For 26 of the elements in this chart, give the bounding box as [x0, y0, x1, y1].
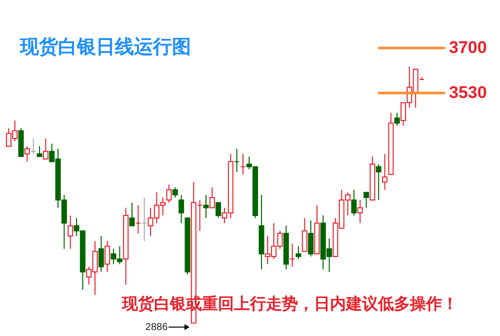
- candlestick: [376, 164, 382, 201]
- candlestick: [216, 202, 222, 219]
- candlestick: [302, 218, 308, 252]
- candlestick: [172, 186, 178, 198]
- candlestick: [166, 184, 172, 204]
- candlestick: [104, 240, 110, 272]
- candlestick: [351, 189, 357, 216]
- candlestick: [308, 220, 314, 257]
- candlestick: [364, 192, 370, 208]
- candlestick: [178, 194, 184, 224]
- candlestick: [36, 146, 42, 157]
- candlestick: [98, 235, 104, 272]
- candlestick: [296, 246, 302, 260]
- candlestick: [203, 194, 209, 219]
- annotation: 2886: [145, 322, 168, 334]
- candlestick: [382, 153, 388, 190]
- candlestick: [357, 200, 363, 224]
- candlestick: [24, 146, 30, 162]
- candlestick: [68, 214, 74, 250]
- candlestick: [42, 138, 48, 160]
- candlestick: [129, 202, 135, 226]
- candlestick: [209, 186, 215, 208]
- text: 3700: [449, 38, 487, 57]
- candlestick: [394, 112, 400, 126]
- text: 3530: [449, 83, 487, 102]
- chart-title: 现货白银日线运行图: [19, 36, 191, 58]
